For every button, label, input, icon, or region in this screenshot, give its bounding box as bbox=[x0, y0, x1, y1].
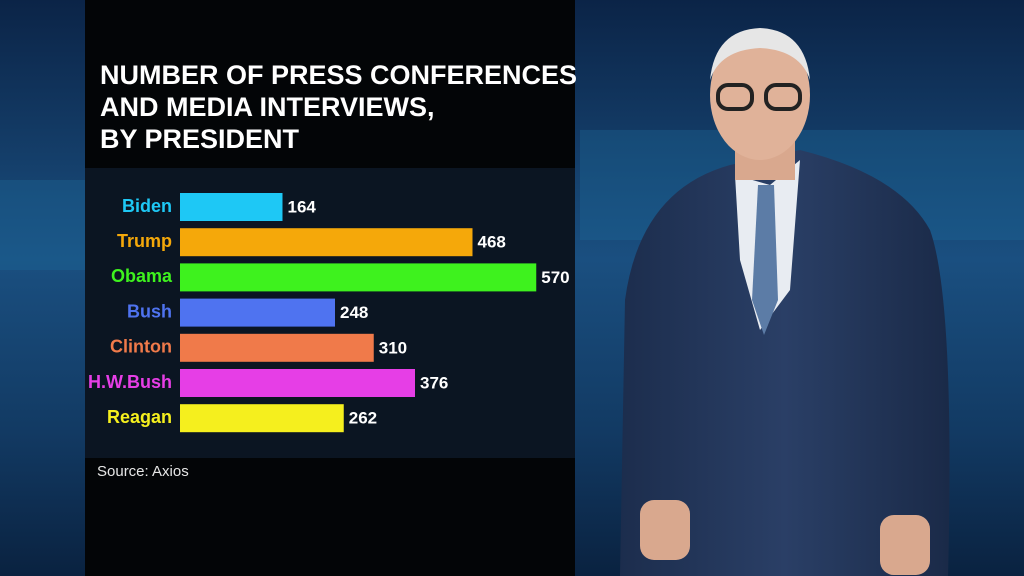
category-label: Biden bbox=[122, 196, 172, 216]
bar bbox=[180, 228, 473, 257]
chart-title-line: AND MEDIA INTERVIEWS, bbox=[100, 92, 435, 122]
category-label: Trump bbox=[117, 231, 172, 251]
value-label: 248 bbox=[340, 303, 368, 322]
category-label: Obama bbox=[111, 266, 173, 286]
bar bbox=[180, 333, 374, 362]
chart-title-line: NUMBER OF PRESS CONFERENCES bbox=[100, 60, 577, 90]
value-label: 310 bbox=[379, 338, 407, 357]
studio-screens bbox=[0, 180, 85, 270]
value-label: 376 bbox=[420, 373, 448, 392]
bar bbox=[180, 193, 283, 221]
category-label: Reagan bbox=[107, 407, 172, 427]
value-label: 570 bbox=[541, 268, 569, 287]
presenter bbox=[620, 28, 950, 576]
bar bbox=[180, 404, 344, 433]
category-label: H.W.Bush bbox=[88, 372, 172, 392]
bar bbox=[180, 369, 415, 397]
value-label: 262 bbox=[349, 409, 377, 428]
category-label: Clinton bbox=[110, 337, 172, 357]
value-label: 468 bbox=[478, 233, 506, 252]
bar bbox=[180, 298, 335, 327]
category-label: Bush bbox=[127, 301, 172, 321]
source-note: Source: Axios bbox=[97, 463, 189, 480]
value-label: 164 bbox=[288, 197, 317, 216]
bar bbox=[180, 263, 537, 292]
chart-title-line: BY PRESIDENT bbox=[100, 124, 300, 154]
